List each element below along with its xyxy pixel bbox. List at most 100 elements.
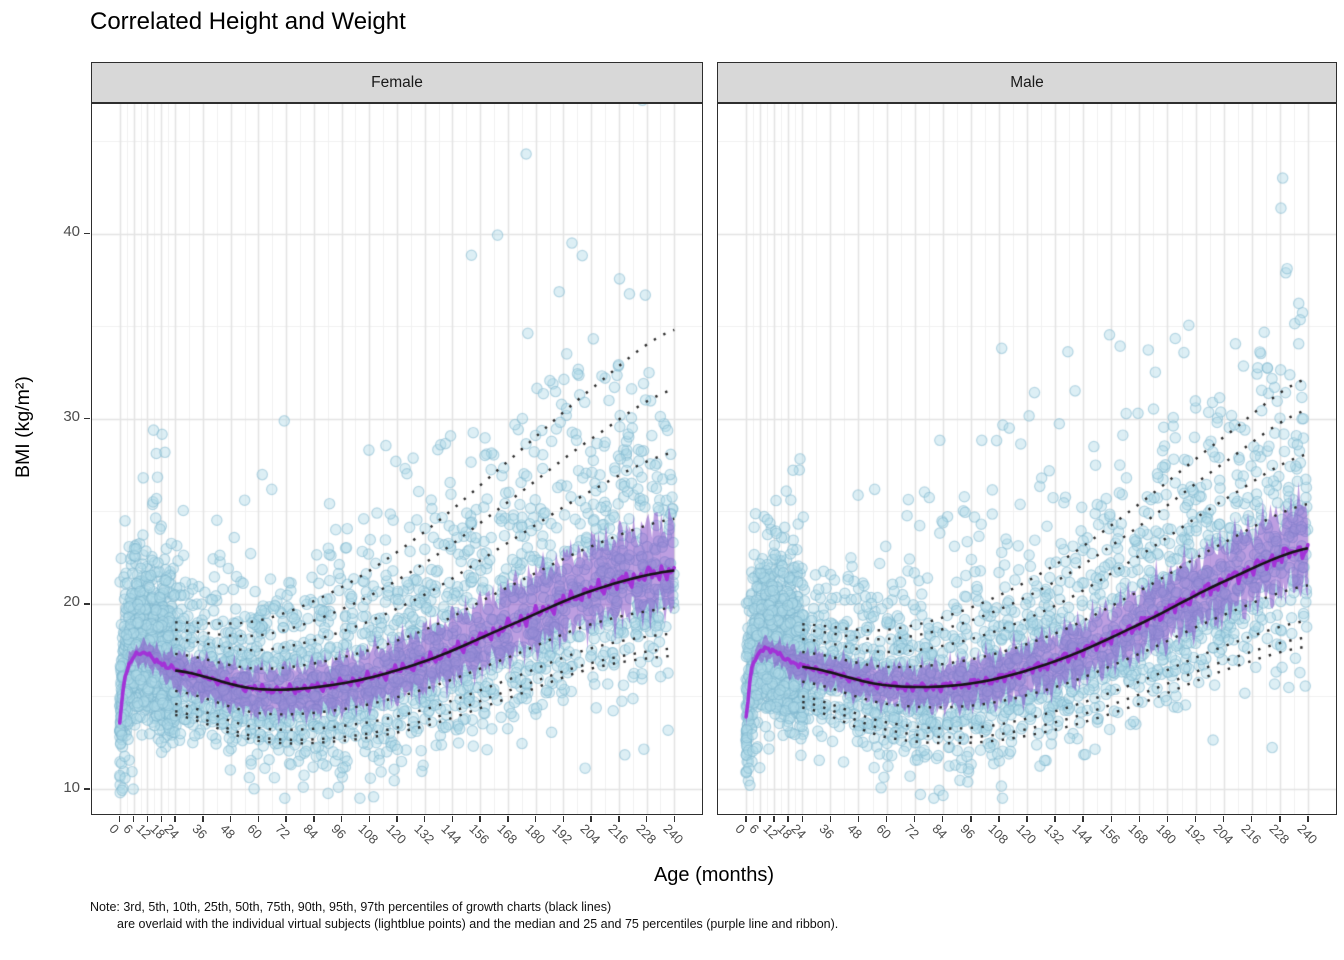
x-tick-label: 72 bbox=[901, 821, 922, 842]
x-axis-tick bbox=[1138, 816, 1141, 822]
x-axis-tick bbox=[913, 816, 916, 822]
x-axis-tick bbox=[1026, 816, 1028, 822]
x-tick-label: 24 bbox=[161, 821, 183, 842]
x-tick-label: 144 bbox=[1069, 821, 1096, 847]
y-tick-label: 30 bbox=[63, 408, 80, 426]
x-tick-label: 6 bbox=[746, 821, 763, 837]
y-axis-tick bbox=[84, 232, 90, 235]
x-tick-label: 60 bbox=[872, 821, 894, 842]
x-tick-label: 108 bbox=[355, 821, 382, 847]
x-tick-label: 0 bbox=[732, 821, 749, 837]
x-axis-tick bbox=[368, 816, 371, 822]
x-tick-label: 48 bbox=[217, 821, 238, 842]
facet-strip-female-label: Female bbox=[371, 73, 423, 91]
x-axis-tick bbox=[257, 816, 260, 822]
x-tick-label: 192 bbox=[549, 821, 576, 847]
x-axis-tick bbox=[998, 816, 1000, 822]
x-axis-tick bbox=[285, 816, 287, 822]
x-axis-tick bbox=[618, 816, 620, 822]
y-tick-label: 20 bbox=[63, 593, 80, 611]
x-axis-tick bbox=[146, 816, 149, 822]
x-axis-tick bbox=[1166, 816, 1169, 822]
x-tick-label: 156 bbox=[466, 821, 493, 847]
facet-strip-female: Female bbox=[91, 62, 703, 103]
x-axis-tick bbox=[534, 816, 537, 822]
x-tick-label: 120 bbox=[383, 821, 410, 847]
x-tick-label: 84 bbox=[929, 821, 950, 842]
x-tick-label: 36 bbox=[189, 821, 211, 842]
female-plot-canvas bbox=[92, 104, 702, 814]
x-axis-tick bbox=[885, 816, 888, 822]
x-axis-tick bbox=[970, 816, 972, 822]
x-tick-label: 96 bbox=[957, 821, 979, 842]
x-tick-label: 108 bbox=[985, 821, 1012, 847]
y-axis-tick bbox=[84, 417, 90, 420]
y-axis-tick bbox=[84, 788, 90, 790]
x-tick-label: 36 bbox=[816, 821, 838, 842]
x-tick-label: 228 bbox=[632, 821, 659, 847]
x-axis-tick bbox=[773, 816, 775, 822]
x-tick-label: 132 bbox=[411, 821, 438, 847]
x-axis-tick bbox=[1054, 816, 1056, 822]
x-tick-label: 216 bbox=[1238, 821, 1265, 847]
x-axis-tick bbox=[941, 816, 944, 822]
x-axis-tick bbox=[313, 816, 315, 822]
x-axis-tick bbox=[423, 816, 426, 822]
x-axis-tick bbox=[1307, 816, 1309, 822]
x-axis-tick bbox=[132, 816, 135, 822]
x-axis-tick bbox=[229, 816, 232, 822]
x-tick-label: 192 bbox=[1181, 821, 1208, 847]
x-axis-tick bbox=[590, 816, 592, 822]
x-tick-label: 144 bbox=[438, 821, 465, 847]
x-tick-label: 0 bbox=[106, 821, 122, 837]
x-axis-tick bbox=[829, 816, 832, 822]
y-axis-title: BMI (kg/m²) bbox=[12, 376, 34, 478]
x-tick-label: 6 bbox=[119, 821, 136, 837]
x-axis-tick bbox=[118, 816, 121, 822]
male-plot-canvas bbox=[718, 104, 1336, 814]
x-axis-tick bbox=[787, 816, 789, 822]
x-tick-label: 156 bbox=[1097, 821, 1124, 847]
x-tick-label: 48 bbox=[844, 821, 866, 842]
x-axis-tick bbox=[507, 816, 509, 822]
x-axis-tick bbox=[1250, 816, 1253, 822]
x-axis-tick bbox=[562, 816, 565, 822]
x-tick-label: 96 bbox=[327, 821, 349, 842]
x-tick-label: 240 bbox=[660, 821, 687, 847]
note-line-2: are overlaid with the individual virtual… bbox=[117, 917, 839, 931]
x-tick-label: 228 bbox=[1266, 821, 1293, 847]
note-line-1: Note: 3rd, 5th, 10th, 25th, 50th, 75th, … bbox=[90, 900, 612, 914]
x-axis-title: Age (months) bbox=[653, 864, 775, 886]
x-axis-tick bbox=[1222, 816, 1225, 822]
x-tick-label: 84 bbox=[300, 821, 322, 842]
x-axis-tick bbox=[396, 816, 398, 822]
x-tick-label: 24 bbox=[788, 821, 810, 842]
x-tick-label: 60 bbox=[244, 821, 266, 842]
x-tick-label: 204 bbox=[577, 821, 604, 847]
x-tick-label: 120 bbox=[1013, 821, 1040, 847]
x-tick-label: 72 bbox=[272, 821, 294, 842]
x-axis-tick bbox=[1279, 816, 1281, 822]
x-tick-label: 216 bbox=[605, 821, 632, 847]
x-tick-label: 180 bbox=[1153, 821, 1180, 847]
facet-strip-male: Male bbox=[717, 62, 1337, 103]
x-axis-tick bbox=[759, 816, 761, 822]
x-axis-tick bbox=[174, 816, 176, 822]
x-axis-tick bbox=[645, 816, 648, 822]
x-axis-tick bbox=[340, 816, 343, 822]
x-axis-tick bbox=[857, 816, 860, 822]
y-tick-label: 10 bbox=[63, 778, 80, 796]
x-tick-label: 180 bbox=[522, 821, 548, 847]
y-axis-tick bbox=[84, 603, 90, 605]
plot-panel-female bbox=[91, 103, 703, 815]
y-tick-label: 40 bbox=[63, 223, 80, 241]
x-axis-tick bbox=[202, 816, 204, 822]
x-tick-label: 240 bbox=[1294, 821, 1321, 847]
x-tick-label: 204 bbox=[1210, 821, 1236, 847]
x-tick-label: 168 bbox=[494, 821, 521, 847]
facet-strip-male-label: Male bbox=[1010, 73, 1044, 91]
x-axis-tick bbox=[479, 816, 481, 822]
x-axis-tick bbox=[1110, 816, 1113, 822]
x-tick-label: 132 bbox=[1041, 821, 1068, 847]
